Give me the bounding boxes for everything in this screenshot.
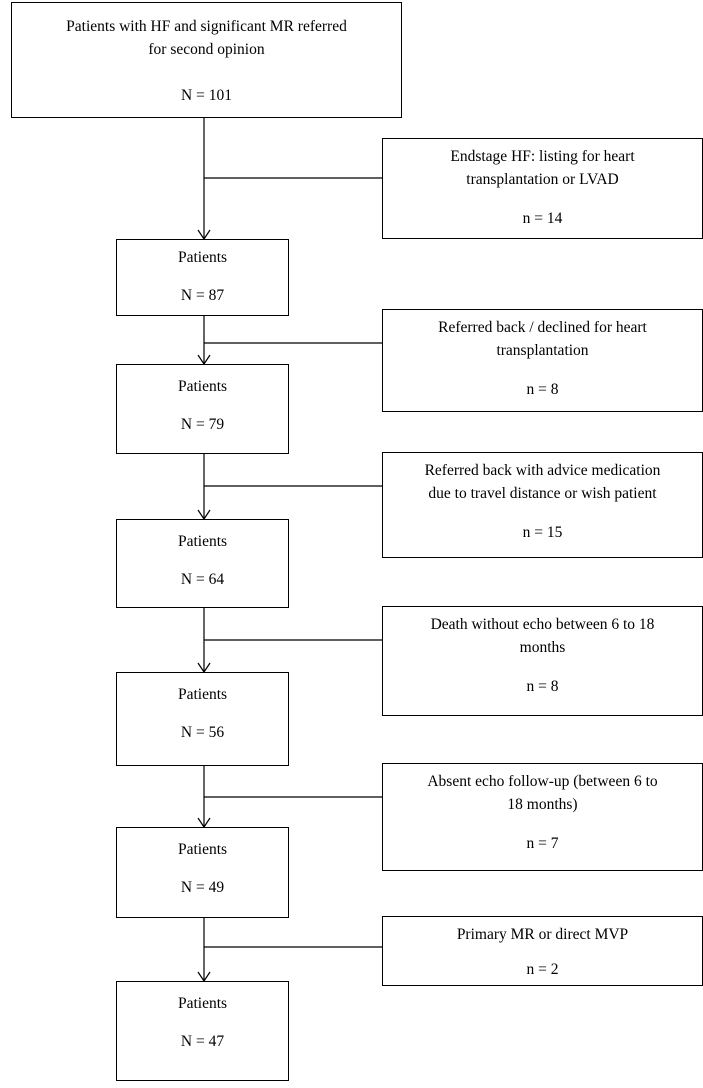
exclusion-box-primary-mr: Primary MR or direct MVP n = 2 [382,916,703,986]
patients-label: Patients [177,533,228,550]
patients-count: N = 47 [180,1033,225,1050]
patients-label: Patients [177,841,228,858]
exclusion-line1: Referred back with advice medication [424,462,661,479]
exclusion-box-referred-medication: Referred back with advice medication due… [382,452,703,558]
exclusion-line1: Absent echo follow-up (between 6 to [427,773,658,790]
exclusion-line1: Primary MR or direct MVP [456,926,629,943]
exclusion-count: n = 8 [526,381,559,398]
patients-label: Patients [177,686,228,703]
exclusion-count: n = 8 [526,678,559,695]
flow-box-patients-6: Patients N = 47 [116,981,289,1081]
flow-box-patients-5: Patients N = 49 [116,827,289,918]
exclusion-line2: due to travel distance or wish patient [428,485,657,502]
initial-title-line1: Patients with HF and significant MR refe… [66,18,347,35]
patients-count: N = 56 [180,724,225,741]
flow-box-initial: Patients with HF and significant MR refe… [11,2,402,118]
exclusion-box-absent-echo: Absent echo follow-up (between 6 to 18 m… [382,763,703,871]
patients-count: N = 87 [180,287,225,304]
flow-box-patients-3: Patients N = 64 [116,519,289,608]
patients-count: N = 79 [180,416,225,433]
initial-title-line2: for second opinion [148,41,265,58]
exclusion-line1: Endstage HF: listing for heart [450,148,635,165]
patients-label: Patients [177,378,228,395]
exclusion-count: n = 15 [522,524,563,541]
exclusion-line2: 18 months) [507,796,578,813]
flow-box-patients-1: Patients N = 87 [116,239,289,316]
exclusion-box-referred-declined: Referred back / declined for heart trans… [382,309,703,412]
exclusion-count: n = 2 [526,961,559,978]
exclusion-line1: Death without echo between 6 to 18 [430,616,655,633]
patients-count: N = 49 [180,879,225,896]
patients-label: Patients [177,249,228,266]
flow-box-patients-4: Patients N = 56 [116,672,289,766]
exclusion-line2: transplantation or LVAD [466,171,619,188]
exclusion-box-endstage-hf: Endstage HF: listing for heart transplan… [382,138,703,239]
patients-label: Patients [177,995,228,1012]
initial-count: N = 101 [181,87,232,104]
exclusion-box-death: Death without echo between 6 to 18 month… [382,606,703,716]
exclusion-line2: months [519,639,566,656]
exclusion-line1: Referred back / declined for heart [438,319,647,336]
exclusion-count: n = 7 [526,835,559,852]
flow-box-patients-2: Patients N = 79 [116,364,289,454]
patients-count: N = 64 [180,571,225,588]
exclusion-line2: transplantation [496,342,589,359]
exclusion-count: n = 14 [522,210,563,227]
